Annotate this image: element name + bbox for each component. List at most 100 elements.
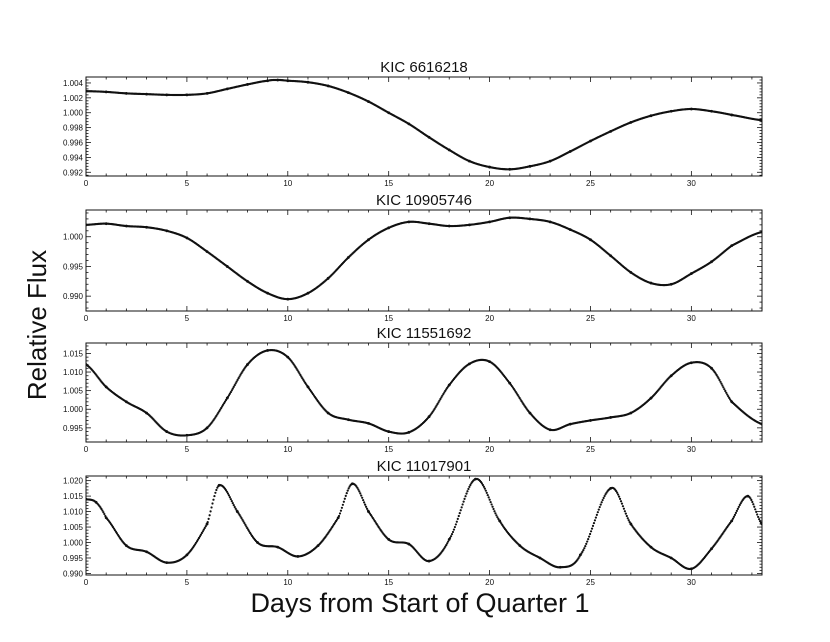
curve-sample [483,487,486,490]
y-tick-label: 0.996 [63,139,84,148]
curve-sample [235,380,238,383]
curve-sample [583,547,586,550]
curve-sample [461,503,464,506]
curve-sample [340,506,344,509]
curve-sample [760,119,762,122]
curve-sample [244,523,247,526]
curve-sample [210,506,213,509]
curve-sample [721,384,724,387]
curve-sample [616,491,619,494]
curve-sample [582,549,585,552]
curve-sample [205,523,208,526]
curve-sample [484,489,487,492]
curve-sample [596,511,599,514]
y-tick-label: 1.010 [63,508,84,517]
curve-sample [199,533,203,536]
curve-sample [359,492,362,495]
x-axis-title: Days from Start of Quarter 1 [250,588,589,618]
curve-sample [758,520,762,523]
y-tick-label: 0.990 [63,569,84,578]
curve-sample [221,405,224,408]
curve-sample [363,503,367,506]
curve-sample [208,514,211,517]
curve-sample [222,402,226,405]
curve-sample [600,501,603,504]
curve-sample [213,494,216,498]
curve-sample [229,498,232,501]
y-tick-label: 1.005 [63,387,84,396]
curve-sample [442,392,445,396]
curve-sample [717,377,720,380]
curve-sample [716,375,719,378]
curve-sample [760,230,762,234]
y-tick-label: 0.995 [63,554,84,563]
curve-sample [230,500,233,503]
curve-sample [618,497,622,500]
curve-sample [237,377,240,380]
curve-sample [456,517,459,520]
curve-sample [238,375,241,378]
x-tick-label: 20 [485,314,494,323]
curve-sample [590,527,594,530]
x-tick-label: 15 [384,445,393,454]
curve-sample [436,402,439,406]
curve-sample [459,509,462,512]
plot-frame [85,76,763,177]
y-tick-label: 1.004 [63,79,84,88]
x-tick-label: 30 [687,578,696,587]
curve-sample [463,497,466,500]
curve-sample [589,532,592,536]
curve-sample [453,525,457,529]
curve-sample [584,545,587,548]
curve-sample [617,495,621,498]
curve-sample [233,384,236,387]
curve-sample [435,404,438,407]
curve-sample [296,369,299,372]
curve-sample [103,512,106,516]
curve-sample [226,395,230,399]
curve-sample [440,396,443,399]
x-tick-label: 20 [485,179,494,188]
curve-sample [200,531,203,535]
curve-sample [628,521,631,524]
curve-sample [195,540,199,543]
curve-sample [578,555,581,558]
curve-sample [201,530,204,533]
curve-sample [239,373,242,376]
series-1 [86,348,762,437]
curve-sample [224,489,228,492]
curve-sample [197,536,201,540]
curve-sample [446,542,449,545]
curve-sample [231,502,234,505]
x-tick-label: 15 [384,314,393,323]
curve-sample [732,515,736,518]
x-tick-label: 25 [586,445,595,454]
curve-sample [447,540,450,543]
y-tick-label: 1.015 [63,349,84,358]
curve-sample [347,487,350,490]
curve-sample [450,533,454,536]
y-tick-label: 1.015 [63,492,84,501]
curve-sample [467,487,470,491]
curve-sample [241,518,244,521]
curve-sample [760,423,762,426]
curve-sample [725,391,728,394]
curve-sample [215,488,218,492]
curve-sample [362,498,365,502]
curve-sample [723,388,726,391]
x-tick-label: 30 [687,445,696,454]
curve-sample [101,509,104,512]
y-tick-label: 1.000 [63,233,84,242]
curve-sample [469,483,472,487]
curve-sample [482,485,485,488]
curve-sample [229,390,232,394]
curve-sample [464,495,467,498]
x-tick-label: 20 [485,445,494,454]
curve-sample [100,507,103,511]
y-tick-label: 0.995 [63,262,84,271]
curve-sample [591,524,595,527]
curve-sample [455,520,458,523]
curve-sample [203,526,206,530]
curve-sample [489,500,492,504]
